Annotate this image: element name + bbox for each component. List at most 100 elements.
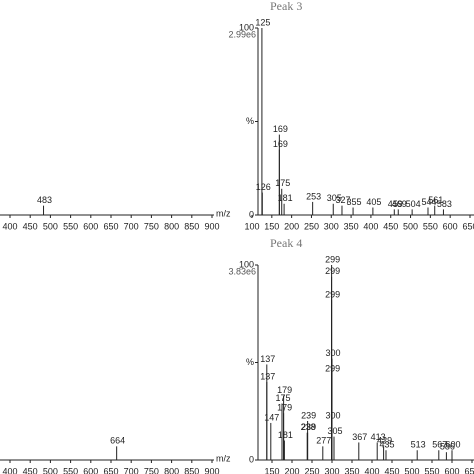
peak-label: 561 bbox=[428, 195, 443, 205]
x-tick-label: 800 bbox=[164, 466, 179, 474]
y-tick-label: 100 bbox=[239, 259, 254, 269]
x-tick-label: 750 bbox=[144, 221, 159, 231]
peak-label: 586 bbox=[440, 442, 455, 452]
x-tick-label: 400 bbox=[363, 221, 378, 231]
peak-label: 137 bbox=[260, 371, 275, 381]
peak-label: 179 bbox=[277, 403, 292, 413]
x-tick-label: 550 bbox=[63, 466, 78, 474]
peak-label: 305 bbox=[327, 193, 342, 203]
x-tick-label: 850 bbox=[184, 221, 199, 231]
x-tick-label: 200 bbox=[284, 221, 299, 231]
x-tick-label: 350 bbox=[344, 221, 359, 231]
x-tick-label: 300 bbox=[324, 466, 339, 474]
x-tick-label: 250 bbox=[304, 466, 319, 474]
peak-label: 355 bbox=[347, 197, 362, 207]
x-tick-label: 600 bbox=[83, 466, 98, 474]
x-tick-label: 150 bbox=[264, 466, 279, 474]
x-tick-label: 600 bbox=[83, 221, 98, 231]
peak-label: 175 bbox=[275, 393, 290, 403]
x-tick-label: 800 bbox=[164, 221, 179, 231]
peak-label: 367 bbox=[352, 432, 367, 442]
peak-label: 544 bbox=[421, 197, 436, 207]
x-tick-label: 500 bbox=[43, 466, 58, 474]
peak-label: 435 bbox=[379, 440, 394, 450]
panel-title: Peak 3 bbox=[270, 0, 302, 13]
x-tick-label: 500 bbox=[403, 221, 418, 231]
x-tick-label: 650 bbox=[103, 221, 118, 231]
x-tick-label: 650 bbox=[464, 466, 474, 474]
x-tick-label: 400 bbox=[2, 221, 17, 231]
intensity-scale: 2.99e6 bbox=[228, 29, 256, 39]
x-tick-label: 600 bbox=[444, 466, 459, 474]
peak-label: 126 bbox=[256, 182, 271, 192]
peak-label: 429 bbox=[377, 436, 392, 446]
x-tick-label: 500 bbox=[404, 466, 419, 474]
peak-label: 513 bbox=[411, 440, 426, 450]
x-tick-label: 450 bbox=[23, 221, 38, 231]
peak-label: 413 bbox=[371, 432, 386, 442]
peak-label: 147 bbox=[264, 412, 279, 422]
peak-label: 300 bbox=[325, 348, 340, 358]
peak-label: 137 bbox=[260, 354, 275, 364]
peak-label: 299 bbox=[325, 266, 340, 276]
peak-label: 327 bbox=[335, 195, 350, 205]
peak-label: 600 bbox=[445, 440, 460, 450]
peak-label: 179 bbox=[277, 385, 292, 395]
peak-label: 469 bbox=[392, 199, 407, 209]
y-tick-label: % bbox=[246, 357, 254, 367]
peak-label: 125 bbox=[255, 17, 270, 27]
peak-label: 238 bbox=[301, 422, 316, 432]
x-tick-label: 300 bbox=[324, 221, 339, 231]
x-tick-label: 400 bbox=[364, 466, 379, 474]
peak-label: 664 bbox=[110, 436, 125, 446]
x-tick-label: 450 bbox=[384, 466, 399, 474]
peak-label: 181 bbox=[278, 193, 293, 203]
x-tick-label: 550 bbox=[423, 221, 438, 231]
peak-label: 277 bbox=[316, 436, 331, 446]
peak-label: 567 bbox=[432, 440, 447, 450]
y-tick-label: 0 bbox=[249, 454, 254, 464]
peak-label: 299 bbox=[325, 364, 340, 374]
intensity-scale: 3.83e6 bbox=[228, 266, 256, 276]
peak-label: 583 bbox=[437, 199, 452, 209]
peak-label: 175 bbox=[275, 178, 290, 188]
panel-title: Peak 4 bbox=[270, 236, 302, 250]
peak-label: 299 bbox=[325, 289, 340, 299]
x-tick-label: 550 bbox=[63, 221, 78, 231]
peak-label: 181 bbox=[278, 430, 293, 440]
y-tick-label: % bbox=[246, 116, 254, 126]
peak-label: 299 bbox=[325, 254, 340, 264]
x-axis-label: m/z bbox=[216, 208, 231, 218]
peak-label: 169 bbox=[273, 139, 288, 149]
x-tick-label: 650 bbox=[103, 466, 118, 474]
peak-label: 305 bbox=[327, 426, 342, 436]
x-tick-label: 450 bbox=[23, 466, 38, 474]
x-tick-label: 550 bbox=[424, 466, 439, 474]
peak-label: 459 bbox=[388, 199, 403, 209]
peak-label: 239 bbox=[301, 410, 316, 420]
x-tick-label: 350 bbox=[344, 466, 359, 474]
x-tick-label: 900 bbox=[204, 466, 219, 474]
x-tick-label: 100 bbox=[244, 221, 259, 231]
x-tick-label: 850 bbox=[184, 466, 199, 474]
peak-label: 483 bbox=[37, 195, 52, 205]
x-tick-label: 700 bbox=[124, 221, 139, 231]
x-tick-label: 450 bbox=[383, 221, 398, 231]
peak-label: 300 bbox=[325, 410, 340, 420]
x-tick-label: 400 bbox=[2, 466, 17, 474]
peak-label: 239 bbox=[301, 422, 316, 432]
x-tick-label: 700 bbox=[124, 466, 139, 474]
x-tick-label: 600 bbox=[443, 221, 458, 231]
x-tick-label: 200 bbox=[284, 466, 299, 474]
y-tick-label: 0 bbox=[249, 209, 254, 219]
x-tick-label: 250 bbox=[304, 221, 319, 231]
peak-label: 169 bbox=[273, 124, 288, 134]
y-tick-label: 100 bbox=[239, 22, 254, 32]
x-tick-label: 750 bbox=[144, 466, 159, 474]
x-axis-label: m/z bbox=[216, 453, 231, 463]
peak-label: 504 bbox=[406, 199, 421, 209]
x-tick-label: 650 bbox=[462, 221, 474, 231]
x-tick-label: 500 bbox=[43, 221, 58, 231]
peak-label: 405 bbox=[366, 197, 381, 207]
